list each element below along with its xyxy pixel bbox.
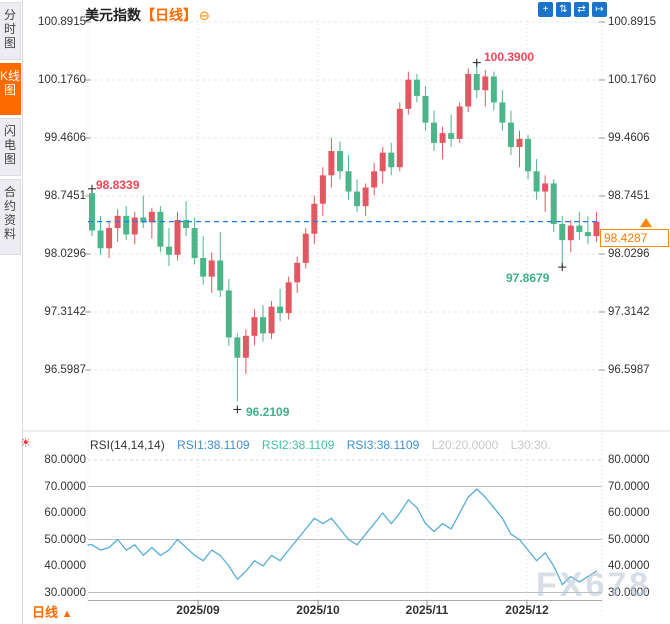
rsi-axis-label: 30.0000	[44, 587, 86, 599]
rsi-header: RSI(14,14,14) RSI1:38.1109 RSI2:38.1109 …	[90, 438, 560, 452]
price-axis-label: 96.5987	[44, 364, 86, 376]
price-axis-label: 98.0296	[608, 248, 650, 260]
price-axis-label: 100.8915	[38, 16, 86, 28]
pan-latest-icon[interactable]: ↦	[592, 2, 607, 17]
collapse-icon[interactable]: ⊖	[199, 8, 210, 23]
price-axis-label: 96.5987	[608, 364, 650, 376]
sidebar-tab-lightning[interactable]: 闪电图	[0, 118, 21, 176]
symbol-name: 美元指数	[85, 7, 141, 23]
rsi-axis-label: 80.0000	[44, 454, 86, 466]
rsi-axis-label: 60.0000	[608, 507, 650, 519]
annotation-bottom-low: 96.2109	[246, 405, 290, 419]
rsi2-value: RSI2:38.1109	[261, 438, 335, 452]
date-axis-label: 2025/10	[296, 603, 340, 617]
triangle-up-icon: ▲	[61, 608, 73, 620]
price-axis-label: 98.7451	[608, 190, 650, 202]
rsi-l30-value: L30:30.	[510, 438, 551, 452]
rsi-title[interactable]: RSI(14,14,14)	[90, 438, 165, 452]
zoom-vertical-icon[interactable]: ⇅	[556, 2, 571, 17]
annotation-peak-high: 100.3900	[484, 50, 535, 64]
price-axis-label: 98.0296	[44, 248, 86, 260]
rsi-axis-label: 70.0000	[44, 481, 86, 493]
chart-toolbar: + ⇅ ⇄ ↦	[538, 2, 607, 17]
sidebar-tab-contract-info[interactable]: 合约资料	[0, 179, 21, 255]
rsi-l20-value: L20:20.0000	[431, 438, 499, 452]
date-axis-label: 2025/11	[405, 603, 449, 617]
period-tag: 【日线】	[141, 7, 197, 23]
chart-title: 美元指数【日线】 ⊖	[85, 5, 210, 25]
date-axis-label: 2025/12	[505, 603, 549, 617]
annotation-left-high: 98.8339	[96, 178, 140, 192]
date-axis-label: 2025/09	[176, 603, 220, 617]
rsi1-value: RSI1:38.1109	[177, 438, 250, 452]
rsi-axis-label: 50.0000	[44, 534, 86, 546]
price-up-arrow-icon	[640, 218, 652, 227]
rsi-axis-label: 30.0000	[608, 587, 650, 599]
price-axis-label: 100.1760	[608, 74, 656, 86]
indicator-settings-icon[interactable]: ☀	[20, 435, 32, 450]
rsi-axis-label: 60.0000	[44, 507, 86, 519]
sidebar-tab-kline[interactable]: K线图	[0, 63, 21, 115]
price-axis-label: 97.3142	[608, 306, 650, 318]
zoom-horizontal-icon[interactable]: ⇄	[574, 2, 589, 17]
period-selector[interactable]: 日线 ▲	[32, 602, 73, 621]
price-axis-label: 100.8915	[608, 16, 656, 28]
annotation-right-low: 97.8679	[506, 271, 550, 285]
price-axis-label: 99.4606	[608, 132, 650, 144]
rsi-axis-label: 50.0000	[608, 534, 650, 546]
rsi-axis-label: 80.0000	[608, 454, 650, 466]
price-axis-label: 97.3142	[44, 306, 86, 318]
price-axis-label: 98.7451	[44, 190, 86, 202]
current-price-badge: 98.4287	[600, 229, 669, 247]
price-axis-label: 99.4606	[44, 132, 86, 144]
rsi-axis-label: 70.0000	[608, 481, 650, 493]
price-axis-label: 100.1760	[38, 74, 86, 86]
rsi-axis-label: 40.0000	[608, 560, 650, 572]
rsi-axis-label: 40.0000	[44, 560, 86, 572]
sidebar: 分时图 K线图 闪电图 合约资料	[0, 0, 23, 624]
watermark: FX678	[536, 566, 652, 604]
period-selector-label: 日线	[32, 605, 59, 620]
move-crosshair-icon[interactable]: +	[538, 2, 553, 17]
sidebar-tab-timeshare[interactable]: 分时图	[0, 2, 21, 60]
rsi3-value: RSI3:38.1109	[346, 438, 420, 452]
